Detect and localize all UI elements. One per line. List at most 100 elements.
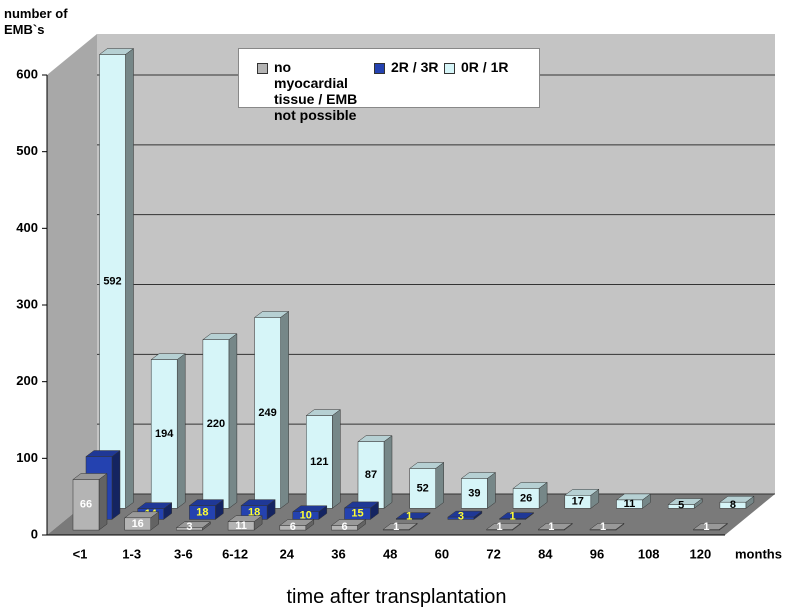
legend: no myocardial tissue / EMB not possible 2…: [238, 48, 540, 123]
value-label: 3: [458, 510, 464, 522]
value-label: 16: [132, 518, 144, 530]
bar: [227, 521, 255, 531]
x-unit: months: [735, 546, 782, 561]
bar: [395, 518, 423, 520]
value-label: 1: [393, 521, 399, 533]
value-label: 220: [207, 418, 225, 430]
bar: [382, 529, 410, 531]
legend-label: 0R / 1R: [461, 59, 509, 75]
bar: [279, 525, 307, 531]
bar: [538, 529, 565, 531]
x-tick-label: 6-12: [222, 546, 248, 561]
value-label: 5: [678, 499, 684, 511]
bar: [202, 339, 230, 509]
value-label: 1: [600, 521, 606, 533]
x-axis-title: time after transplantation: [286, 586, 507, 608]
y-tick-label: 600: [16, 66, 38, 81]
legend-item: 2R / 3R: [374, 59, 438, 75]
bar: [72, 479, 100, 531]
x-tick-label: 1-3: [122, 546, 141, 561]
bar: [512, 488, 540, 509]
bar: [667, 504, 695, 509]
bar: [150, 359, 178, 509]
value-label: 194: [155, 428, 174, 440]
value-label: 6: [341, 521, 347, 533]
value-label: 10: [300, 509, 312, 521]
y-tick-label: 300: [16, 296, 38, 311]
bar: [357, 441, 385, 509]
x-tick-label: 48: [383, 546, 397, 561]
value-label: 1: [497, 521, 503, 533]
y-tick-label: 100: [16, 450, 38, 465]
value-label: 15: [351, 508, 363, 520]
y-tick-label: 200: [16, 373, 38, 388]
bar: [447, 516, 475, 520]
value-label: 6: [290, 521, 296, 533]
bar: [693, 529, 720, 531]
value-label: 249: [258, 407, 276, 419]
x-tick-label: 24: [280, 546, 295, 561]
bar: [124, 517, 151, 531]
value-label: 11: [235, 520, 247, 532]
y-tick-label: 500: [16, 143, 38, 158]
bar-side: [125, 47, 134, 509]
value-label: 1: [548, 521, 554, 533]
bar: [616, 499, 643, 509]
bar: [409, 468, 436, 509]
value-label: 18: [196, 506, 208, 518]
bar: [499, 518, 526, 520]
x-tick-label: <1: [73, 546, 88, 561]
value-label: 39: [468, 487, 480, 499]
value-label: 1: [510, 510, 516, 522]
value-label: 1: [406, 510, 412, 522]
legend-swatch: [374, 63, 385, 74]
value-label: 66: [80, 499, 92, 511]
bar: [486, 529, 513, 531]
bar-side: [332, 409, 341, 509]
legend-swatch: [444, 63, 455, 74]
value-label: 1: [703, 521, 709, 533]
x-tick-label: 108: [638, 546, 660, 561]
legend-swatch: [257, 63, 268, 74]
value-label: 8: [730, 499, 736, 511]
value-label: 87: [365, 469, 377, 481]
bar-side: [280, 310, 289, 509]
x-tick-label: 60: [435, 546, 449, 561]
bar-side: [111, 450, 121, 520]
bar: [331, 525, 358, 531]
value-label: 26: [520, 492, 532, 504]
x-tick-label: 96: [590, 546, 604, 561]
side-wall: [47, 34, 97, 535]
value-label: 52: [417, 482, 429, 494]
bar: [461, 478, 488, 509]
bar: [99, 54, 126, 509]
bar: [176, 527, 203, 531]
value-label: 592: [103, 275, 121, 287]
bar-side: [98, 472, 108, 531]
bar: [719, 501, 747, 509]
value-label: 11: [624, 498, 636, 510]
legend-label: 2R / 3R: [391, 59, 439, 75]
bar: [189, 505, 216, 520]
y-tick-label: 0: [31, 526, 38, 541]
x-tick-label: 36: [331, 546, 345, 561]
legend-item: no myocardial tissue / EMB not possible: [257, 59, 367, 123]
value-label: 3: [186, 521, 192, 533]
x-tick-label: 72: [486, 546, 500, 561]
legend-item: 0R / 1R: [444, 59, 508, 75]
legend-label: no myocardial tissue / EMB not possible: [274, 59, 358, 123]
y-tick-label: 400: [16, 220, 38, 235]
x-tick-label: 3-6: [174, 546, 193, 561]
bar: [254, 317, 281, 509]
bar-side: [176, 353, 186, 509]
value-label: 121: [310, 456, 328, 468]
bar-side: [383, 435, 393, 509]
bar-side: [435, 461, 444, 509]
bar: [564, 495, 592, 509]
bar-side: [228, 333, 238, 509]
bar: [589, 529, 617, 531]
x-tick-label: 120: [690, 546, 712, 561]
x-tick-label: 84: [538, 546, 553, 561]
